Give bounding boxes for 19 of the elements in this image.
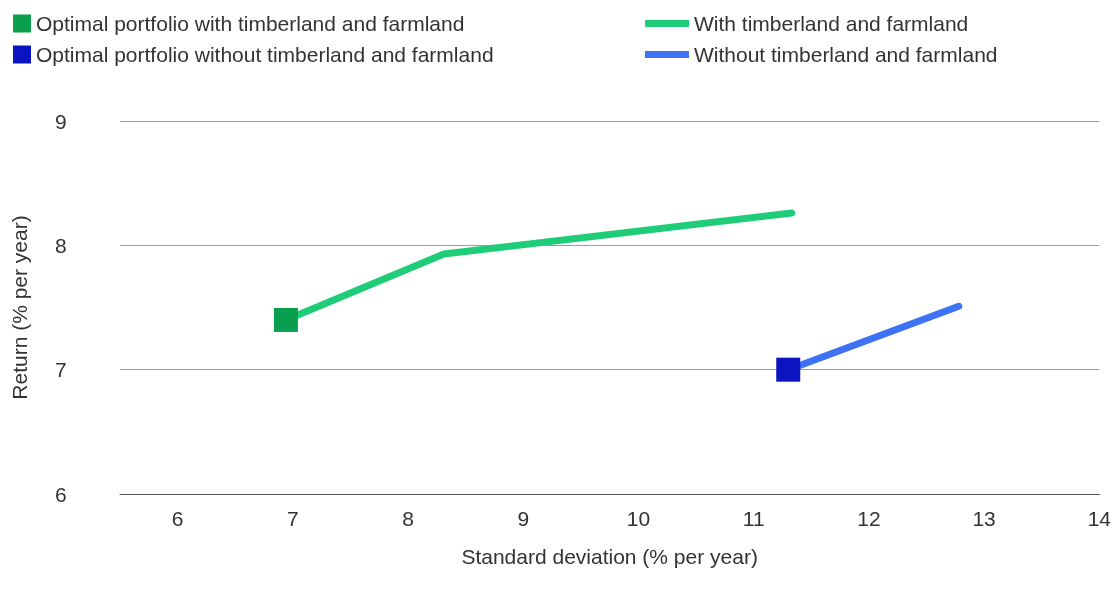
y-tick-label: 8 xyxy=(55,233,67,257)
x-tick-label: 7 xyxy=(286,507,299,530)
legend-label: Optimal portfolio without timberland and farmland xyxy=(36,43,494,66)
legend-label: Without timberland and farmland xyxy=(694,43,998,66)
y-axis-title: Return (% per year) xyxy=(8,215,31,400)
x-tick-label: 11 xyxy=(742,507,765,530)
x-tick-label: 6 xyxy=(171,507,184,530)
x-tick-label: 8 xyxy=(402,507,414,530)
legend-label: With timberland and farmland xyxy=(694,12,969,35)
legend-label: Optimal portfolio with timberland and farmland xyxy=(36,12,465,35)
x-tick-label: 14 xyxy=(1087,507,1112,530)
x-tick-label: 12 xyxy=(857,507,881,530)
x-axis-title: Standard deviation (% per year) xyxy=(461,545,758,568)
y-tick-label: 6 xyxy=(55,482,67,506)
x-tick-label: 9 xyxy=(517,507,530,530)
x-tick-label: 10 xyxy=(626,507,651,530)
y-tick-label: 7 xyxy=(55,358,67,382)
x-tick-label: 13 xyxy=(972,507,996,530)
y-tick-label: 9 xyxy=(55,109,67,133)
